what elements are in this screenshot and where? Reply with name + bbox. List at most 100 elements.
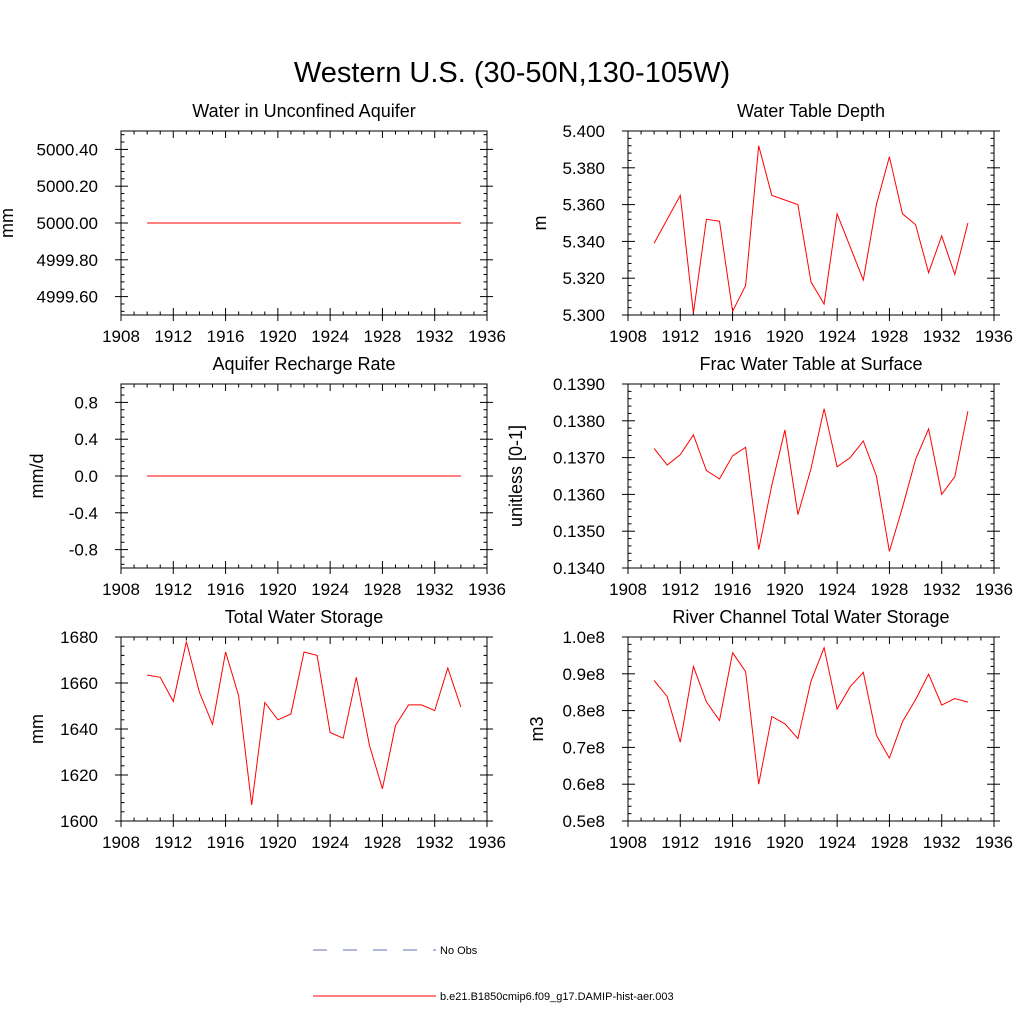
x-tick-label: 1936 bbox=[975, 327, 1013, 346]
y-axis-label: mm bbox=[27, 714, 47, 744]
y-tick-label: 0.5e8 bbox=[562, 812, 605, 831]
x-tick-label: 1920 bbox=[259, 580, 297, 599]
x-tick-label: 1908 bbox=[609, 580, 647, 599]
x-tick-label: 1932 bbox=[923, 580, 961, 599]
y-tick-label: 0.1370 bbox=[553, 449, 605, 468]
panel-title: Water in Unconfined Aquifer bbox=[192, 101, 415, 121]
x-tick-label: 1928 bbox=[364, 833, 402, 852]
legend: No Obs b.e21.B1850cmip6.f09_g17.DAMIP-hi… bbox=[313, 945, 674, 1003]
x-tick-label: 1932 bbox=[416, 833, 454, 852]
y-tick-label: 4999.60 bbox=[37, 288, 98, 307]
series-line bbox=[653, 645, 969, 785]
x-tick-label: 1928 bbox=[364, 327, 402, 346]
x-tick-label: 1924 bbox=[818, 580, 856, 599]
y-tick-label: 0.9e8 bbox=[562, 665, 605, 684]
y-tick-label: 1660 bbox=[60, 674, 98, 693]
panel-title: River Channel Total Water Storage bbox=[672, 607, 949, 627]
x-tick-label: 1916 bbox=[207, 580, 245, 599]
y-tick-label: 1680 bbox=[60, 628, 98, 647]
x-tick-label: 1912 bbox=[154, 327, 192, 346]
y-tick-label: 0.8e8 bbox=[562, 702, 605, 721]
y-tick-label: 1600 bbox=[60, 812, 98, 831]
x-tick-label: 1912 bbox=[661, 580, 699, 599]
x-tick-label: 1936 bbox=[975, 833, 1013, 852]
y-tick-label: 0.0 bbox=[74, 467, 98, 486]
x-tick-label: 1920 bbox=[259, 327, 297, 346]
x-tick-label: 1924 bbox=[818, 833, 856, 852]
x-tick-label: 1936 bbox=[468, 833, 506, 852]
y-tick-label: 4999.80 bbox=[37, 251, 98, 270]
y-tick-label: 1620 bbox=[60, 766, 98, 785]
y-tick-label: 1.0e8 bbox=[562, 628, 605, 647]
x-tick-label: 1928 bbox=[871, 833, 909, 852]
x-tick-label: 1924 bbox=[311, 580, 349, 599]
y-tick-label: 0.1350 bbox=[553, 522, 605, 541]
x-tick-label: 1928 bbox=[871, 580, 909, 599]
x-tick-label: 1924 bbox=[311, 833, 349, 852]
x-tick-label: 1908 bbox=[102, 327, 140, 346]
legend-label-no-obs: No Obs bbox=[440, 945, 478, 957]
x-tick-label: 1916 bbox=[207, 833, 245, 852]
x-tick-label: 1916 bbox=[714, 327, 752, 346]
x-tick-label: 1928 bbox=[364, 580, 402, 599]
y-tick-label: 5.360 bbox=[562, 196, 605, 215]
y-tick-label: 0.7e8 bbox=[562, 738, 605, 757]
x-tick-label: 1932 bbox=[923, 833, 961, 852]
y-tick-label: 0.1360 bbox=[553, 485, 605, 504]
plot-frame bbox=[627, 383, 995, 569]
x-tick-label: 1932 bbox=[416, 580, 454, 599]
y-axis-label: m bbox=[530, 216, 550, 231]
y-tick-label: 0.1390 bbox=[553, 375, 605, 394]
panel-aquifer-recharge-rate: Aquifer Recharge Rate 1908 1912 1916 1920 192… bbox=[27, 354, 506, 599]
series-line bbox=[653, 408, 969, 552]
x-tick-label: 1916 bbox=[714, 580, 752, 599]
x-tick-label: 1928 bbox=[871, 327, 909, 346]
y-tick-label: 5.340 bbox=[562, 232, 605, 251]
panel-title: Aquifer Recharge Rate bbox=[212, 354, 395, 374]
y-tick-label: 5.300 bbox=[562, 306, 605, 325]
y-tick-label: 5000.00 bbox=[37, 214, 98, 233]
x-tick-label: 1912 bbox=[154, 580, 192, 599]
y-tick-label: 5000.40 bbox=[37, 140, 98, 159]
series-line bbox=[147, 641, 462, 805]
x-tick-label: 1924 bbox=[818, 327, 856, 346]
panel-title: Water Table Depth bbox=[737, 101, 885, 121]
y-tick-label: 1640 bbox=[60, 720, 98, 739]
y-axis-label: mm bbox=[0, 208, 17, 238]
x-tick-label: 1924 bbox=[311, 327, 349, 346]
panel-title: Frac Water Table at Surface bbox=[699, 354, 922, 374]
y-axis-label: unitless [0-1] bbox=[506, 425, 526, 527]
y-tick-label: 5000.20 bbox=[37, 177, 98, 196]
panel-river-channel-total-water-storage: River Channel Total Water Storage 1908 191… bbox=[527, 607, 1013, 852]
y-tick-label: 5.380 bbox=[562, 159, 605, 178]
x-tick-label: 1932 bbox=[416, 327, 454, 346]
y-tick-label: 5.400 bbox=[562, 122, 605, 141]
y-tick-label: 5.320 bbox=[562, 269, 605, 288]
y-axis-label: m3 bbox=[527, 716, 547, 741]
x-tick-label: 1916 bbox=[714, 833, 752, 852]
x-tick-label: 1908 bbox=[102, 580, 140, 599]
panel-frac-water-table-at-surface: Frac Water Table at Surface 1908 1912 1916 1… bbox=[506, 354, 1013, 599]
x-tick-label: 1936 bbox=[975, 580, 1013, 599]
figure-title: Western U.S. (30-50N,130-105W) bbox=[294, 57, 730, 89]
legend-label-model-run: b.e21.B1850cmip6.f09_g17.DAMIP-hist-aer.… bbox=[440, 991, 674, 1003]
x-tick-label: 1908 bbox=[609, 833, 647, 852]
panel-total-water-storage: Total Water Storage 1908 1912 1916 1920 1924 1… bbox=[27, 607, 506, 852]
x-tick-label: 1912 bbox=[661, 327, 699, 346]
x-tick-label: 1908 bbox=[609, 327, 647, 346]
x-tick-label: 1920 bbox=[259, 833, 297, 852]
panel-title: Total Water Storage bbox=[225, 607, 383, 627]
y-tick-label: -0.4 bbox=[69, 504, 98, 523]
x-tick-label: 1920 bbox=[766, 833, 804, 852]
x-tick-label: 1912 bbox=[154, 833, 192, 852]
x-tick-label: 1912 bbox=[661, 833, 699, 852]
x-tick-label: 1932 bbox=[923, 327, 961, 346]
x-tick-label: 1936 bbox=[468, 580, 506, 599]
y-tick-label: 0.4 bbox=[74, 430, 98, 449]
x-tick-label: 1920 bbox=[766, 580, 804, 599]
panel-water-in-unconfined-aquifer: Water in Unconfined Aquifer 1908 1912 1916 1… bbox=[0, 101, 506, 346]
x-tick-label: 1908 bbox=[102, 833, 140, 852]
y-tick-label: -0.8 bbox=[69, 541, 98, 560]
x-tick-label: 1920 bbox=[766, 327, 804, 346]
